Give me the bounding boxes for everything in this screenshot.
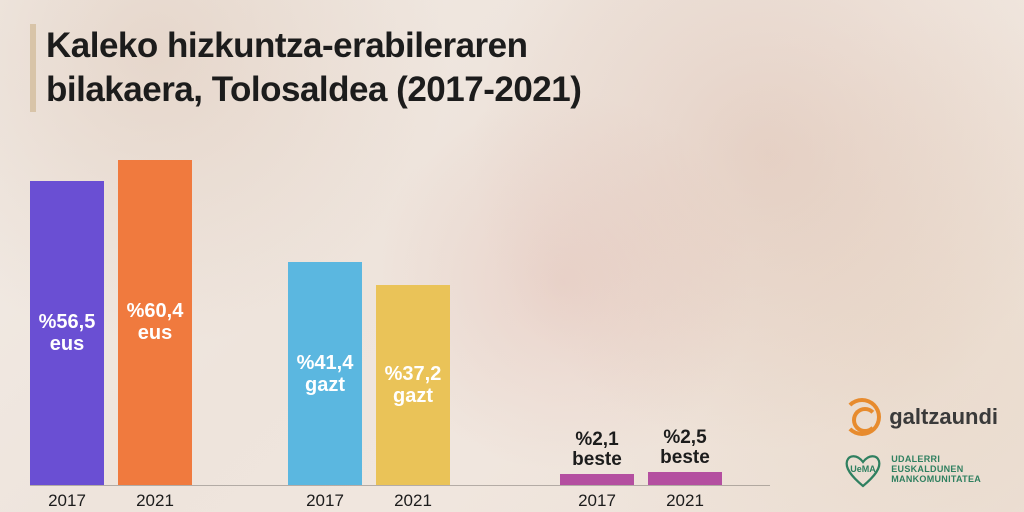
- x-axis-label: 2017: [288, 491, 362, 511]
- x-axis-label: 2021: [648, 491, 722, 511]
- heart-icon: UeMA: [843, 452, 883, 488]
- x-axis-label: 2017: [560, 491, 634, 511]
- galtzaundi-text: galtzaundi: [889, 404, 998, 430]
- x-axis-label: 2021: [118, 491, 192, 511]
- bar-rect: %56,5eus: [30, 181, 104, 485]
- title-accent-bar: [30, 24, 36, 112]
- bar-value-label: %41,4gazt: [297, 352, 354, 396]
- bar: %41,4gazt2017: [288, 262, 362, 485]
- bar-value-label: %2,5beste: [660, 428, 710, 468]
- bar-rect: %2,1beste: [560, 474, 634, 485]
- bar-group-2: %2,1beste2017 %2,5beste2021: [560, 472, 722, 485]
- uema-line-3: MANKOMUNITATEA: [891, 475, 981, 485]
- bar-value-label: %56,5eus: [39, 311, 96, 355]
- spiral-icon: [843, 398, 881, 436]
- bar: %37,2gazt2021: [376, 285, 450, 485]
- bar-value-label: %60,4eus: [127, 300, 184, 344]
- uema-text: UDALERRI EUSKALDUNEN MANKOMUNITATEA: [891, 455, 981, 485]
- bar-value-label: %2,1beste: [572, 430, 622, 470]
- x-axis-label: 2021: [376, 491, 450, 511]
- bar: %60,4eus2021: [118, 160, 192, 485]
- bar-rect: %2,5beste: [648, 472, 722, 485]
- page-title: Kaleko hizkuntza-erabileraren bilakaera,…: [46, 24, 581, 112]
- bar-value-label: %37,2gazt: [385, 363, 442, 407]
- bar: %56,5eus2017: [30, 181, 104, 485]
- bar-rect: %60,4eus: [118, 160, 192, 485]
- title-block: Kaleko hizkuntza-erabileraren bilakaera,…: [30, 24, 581, 112]
- bar-chart: %56,5eus2017%60,4eus2021%41,4gazt2017%37…: [30, 136, 770, 486]
- logo-galtzaundi: galtzaundi: [843, 398, 998, 436]
- x-axis-label: 2017: [30, 491, 104, 511]
- logo-uema: UeMA UDALERRI EUSKALDUNEN MANKOMUNITATEA: [843, 452, 981, 488]
- bar-group-1: %41,4gazt2017%37,2gazt2021: [288, 262, 450, 485]
- bar: %2,5beste2021: [648, 472, 722, 485]
- bar-rect: %37,2gazt: [376, 285, 450, 485]
- title-line-1: Kaleko hizkuntza-erabileraren: [46, 26, 528, 65]
- uema-badge-text: UeMA: [850, 464, 876, 474]
- logo-block: galtzaundi UeMA UDALERRI EUSKALDUNEN MAN…: [843, 398, 998, 488]
- bar-rect: %41,4gazt: [288, 262, 362, 485]
- bar-group-0: %56,5eus2017%60,4eus2021: [30, 160, 192, 485]
- title-line-2: bilakaera, Tolosaldea (2017-2021): [46, 70, 581, 109]
- bar: %2,1beste2017: [560, 474, 634, 485]
